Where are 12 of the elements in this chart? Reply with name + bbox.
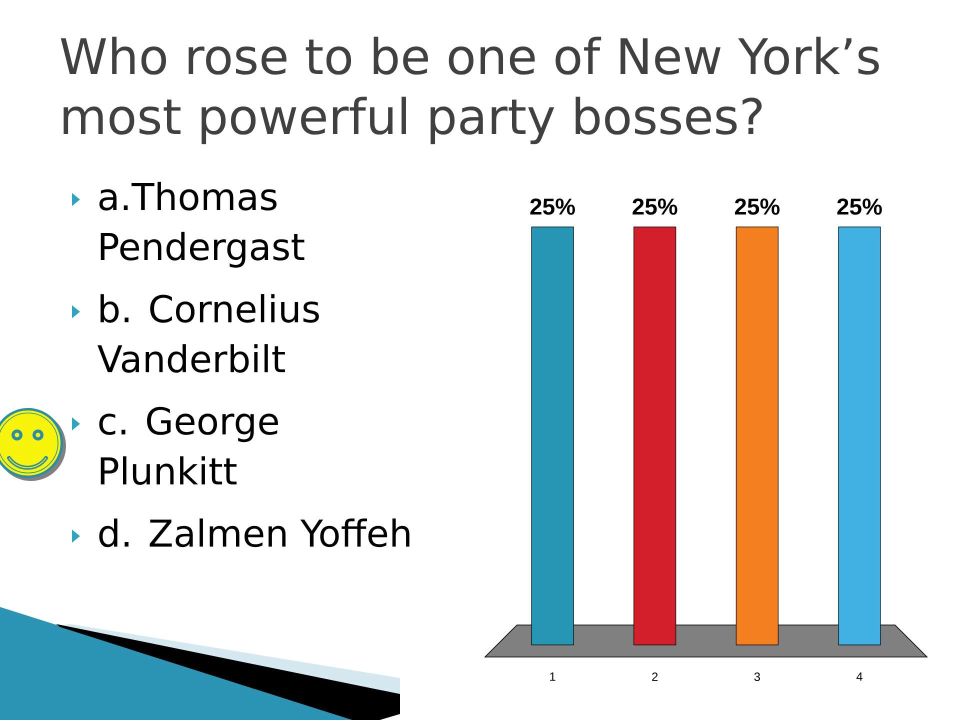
x-tick-label: 3 [754, 672, 760, 682]
x-tick-label: 2 [652, 672, 658, 681]
chart-title: Who rose to be one of New York’s most powerful party bosses? [60, 36, 879, 144]
data-label: 25% [837, 198, 882, 215]
x-tick-label: 4 [856, 672, 862, 681]
data-label: 25% [632, 198, 678, 215]
text: c. George Plunkitt [99, 406, 278, 485]
text: d. Zalmen Yoffeh [99, 518, 410, 548]
data-label: 25% [734, 198, 780, 215]
data-label: 25% [530, 198, 575, 215]
text: b. Cornelius Vanderbilt [98, 294, 319, 373]
x-tick-label: 1 [550, 672, 556, 681]
